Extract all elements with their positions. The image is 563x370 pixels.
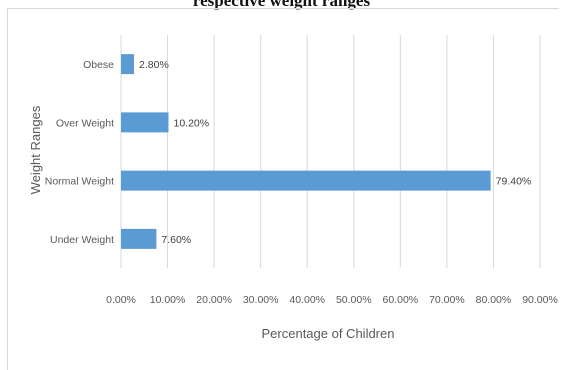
x-tick-label: 10.00% (150, 294, 186, 306)
chart-border-top (7, 8, 559, 9)
x-tick-label: 90.00% (522, 294, 558, 306)
x-tick-label: 30.00% (243, 294, 279, 306)
x-tick-label: 40.00% (289, 294, 325, 306)
x-tick-label: 80.00% (476, 294, 512, 306)
x-tick-label: 0.00% (106, 294, 136, 306)
x-tick-label: 50.00% (336, 294, 372, 306)
chart-border-left (7, 8, 8, 370)
bars (121, 54, 491, 249)
y-axis-title: Weight Ranges (28, 105, 43, 194)
category-label: Obese (83, 59, 114, 71)
data-labels: 7.60% 79.40% 10.20% 2.80% (139, 59, 531, 246)
category-labels: Under Weight Normal Weight Over Weight Obes… (45, 59, 114, 246)
x-tick-label: 70.00% (429, 294, 465, 306)
bar (121, 112, 169, 133)
x-tick-label: 20.00% (196, 294, 232, 306)
category-label: Normal Weight (45, 176, 114, 188)
x-axis-title: Percentage of Children (262, 326, 395, 341)
data-label: 2.80% (139, 59, 169, 71)
bar (121, 228, 157, 249)
category-label: Over Weight (56, 117, 114, 129)
x-tick-labels: 0.00% 10.00% 20.00% 30.00% 40.00% 50.00% 60.00… (106, 294, 558, 306)
x-tick-label: 60.00% (383, 294, 419, 306)
bar (121, 170, 491, 191)
data-label: 79.40% (496, 176, 532, 188)
bar (121, 54, 135, 75)
data-label: 7.60% (161, 234, 191, 246)
data-label: 10.20% (173, 117, 209, 129)
category-label: Under Weight (50, 234, 114, 246)
chart-title: respective weight ranges (192, 0, 371, 10)
